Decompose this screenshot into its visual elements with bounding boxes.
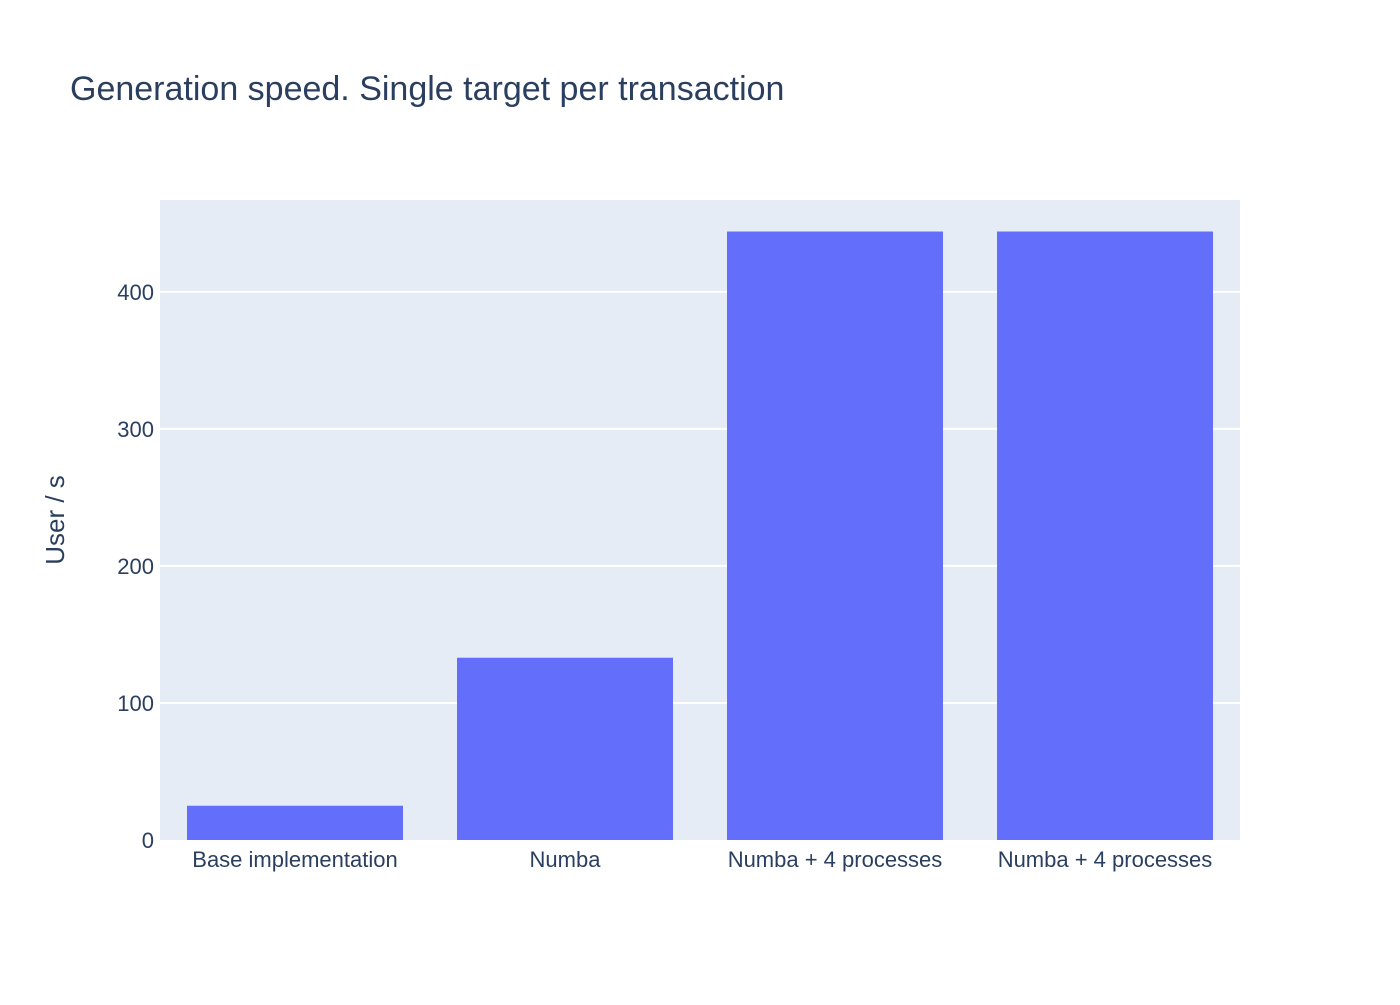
bar [727, 231, 943, 841]
bar [187, 805, 403, 840]
y-tick-label: 200 [117, 554, 154, 579]
y-tick-label: 100 [117, 691, 154, 716]
bar [997, 231, 1213, 841]
y-axis-title: User / s [40, 475, 70, 565]
y-tick-label: 400 [117, 280, 154, 305]
bar [457, 657, 673, 840]
x-axis-ticks: Base implementation Numba Numba + 4 proces… [192, 847, 1212, 872]
x-tick-label: Numba + 4 processes [728, 847, 943, 872]
x-tick-label: Numba + 4 processes [998, 847, 1213, 872]
x-tick-label: Numba [530, 847, 602, 872]
x-tick-label: Base implementation [192, 847, 397, 872]
y-tick-label: 0 [142, 828, 154, 853]
y-axis-ticks: 0 100 200 300 400 [117, 280, 154, 853]
y-tick-label: 300 [117, 417, 154, 442]
bars [187, 231, 1213, 841]
chart-title: Generation speed. Single target per tran… [70, 70, 784, 108]
